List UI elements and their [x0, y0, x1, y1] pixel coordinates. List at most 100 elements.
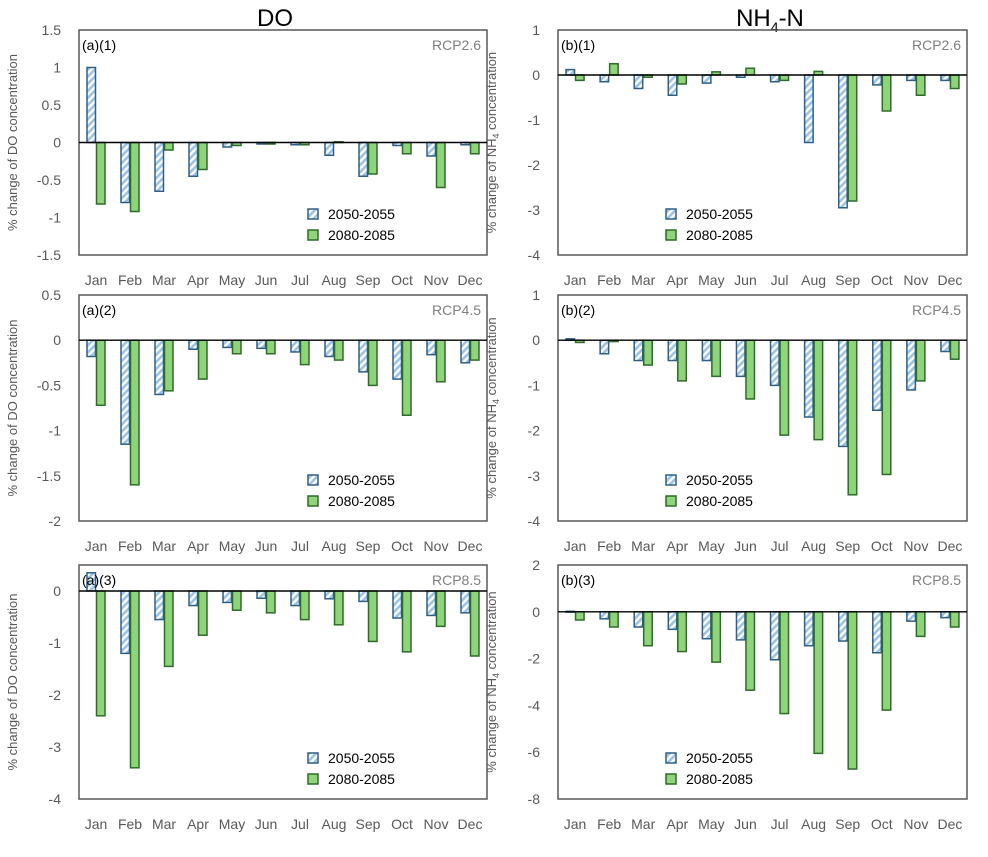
legend-label-s2: 2080-2085 [328, 493, 395, 509]
x-tick-label: Mar [152, 272, 176, 288]
bar-s1-dec [940, 611, 951, 619]
bar-s1-aug [324, 339, 335, 358]
bar-s2-dec [949, 339, 960, 360]
x-tick-label: Nov [903, 272, 928, 288]
y-tick-label: -1 [49, 423, 62, 439]
bar-s1-jun [735, 339, 746, 378]
bar-s1-may [701, 339, 712, 362]
bar-s2-aug [813, 339, 824, 441]
bar-s2-oct [881, 74, 892, 112]
legend-label-s2: 2080-2085 [686, 771, 753, 787]
x-tick-label: Jul [771, 816, 789, 832]
x-tick-label: Jun [734, 272, 757, 288]
legend-label-s1: 2050-2055 [686, 750, 753, 766]
y-tick-label: -2 [49, 513, 62, 529]
bar-s1-oct [392, 590, 403, 619]
x-tick-label: Mar [631, 816, 655, 832]
legend-swatch-s1 [307, 208, 319, 220]
bar-s1-feb [599, 611, 610, 620]
bar-s2-feb [129, 141, 140, 213]
bar-s1-nov [906, 611, 917, 622]
x-tick-label: Jun [734, 816, 757, 832]
bar-s2-jun [745, 339, 756, 400]
bar-s2-oct [401, 141, 412, 155]
bar-s1-sep [358, 590, 369, 603]
y-tick-label: 0 [532, 604, 540, 620]
y-tick-label: 0 [532, 332, 540, 348]
x-tick-label: Sep [356, 538, 381, 554]
x-tick-label: Aug [801, 272, 826, 288]
bar-s2-apr [677, 74, 688, 85]
legend-label-s2: 2080-2085 [328, 771, 395, 787]
x-tick-label: Feb [597, 272, 621, 288]
bar-s2-may [711, 339, 722, 378]
x-tick-label: Jan [564, 816, 587, 832]
plot-frame [557, 564, 968, 800]
bar-s1-mar [154, 590, 165, 621]
bar-s2-jan [95, 339, 106, 407]
bar-s1-nov [426, 141, 437, 157]
bar-s2-jan [574, 611, 585, 621]
x-tick-label: Apr [187, 816, 209, 832]
y-tick-label: -1.5 [37, 247, 61, 263]
bar-s2-oct [881, 611, 892, 711]
bar-s1-oct [872, 339, 883, 412]
x-tick-label: Jul [771, 538, 789, 554]
y-tick-label: -6 [528, 744, 541, 760]
scenario-label: RCP4.5 [912, 302, 961, 318]
bar-s2-apr [677, 339, 688, 382]
bar-s1-mar [633, 74, 644, 90]
bar-s2-aug [813, 611, 824, 755]
y-axis-label: % change of DO concentration [5, 593, 20, 770]
panel-label: (a)(3) [82, 572, 116, 588]
bar-s1-feb [599, 74, 610, 83]
x-tick-label: May [219, 272, 245, 288]
bar-s1-apr [188, 339, 199, 350]
bar-s1-nov [906, 339, 917, 391]
y-tick-label: 1 [532, 287, 540, 303]
bar-s1-may [222, 339, 233, 349]
chart-a1: 1.5 1 0.5 0 -0.5 -1 -1.5 % change of DO concent… [5, 22, 488, 288]
bar-s2-apr [197, 141, 208, 171]
column-title-nh4n: NH4-N [736, 5, 804, 35]
x-tick-label: Jul [291, 538, 309, 554]
x-tick-label: Jun [255, 816, 278, 832]
bar-s2-dec [949, 74, 960, 90]
y-tick-label: 1 [53, 60, 61, 76]
bar-s2-jul [779, 611, 790, 715]
y-tick-label: 0 [53, 135, 61, 151]
bar-s1-sep [837, 74, 848, 209]
plot-frame [557, 294, 968, 522]
legend-swatch-s1 [307, 474, 319, 486]
chart-b1: 10-1-2-3-4% change of NH4 concentrationJ… [484, 22, 968, 288]
bar-s1-dec [940, 74, 951, 82]
bar-s1-aug [803, 339, 814, 418]
bar-s2-jan [574, 74, 585, 82]
scenario-label: RCP2.6 [912, 37, 961, 53]
x-tick-label: Oct [871, 272, 893, 288]
bar-s2-nov [915, 611, 926, 638]
bar-s1-feb [120, 141, 131, 204]
plot-frame [78, 294, 488, 522]
bar-s1-jul [769, 611, 780, 661]
legend-label-s1: 2050-2055 [328, 472, 395, 488]
x-tick-label: May [219, 816, 245, 832]
bar-s1-sep [358, 339, 369, 373]
y-tick-label: -1 [49, 210, 62, 226]
bar-s1-mar [633, 611, 644, 628]
x-tick-label: Jul [291, 272, 309, 288]
legend: 2050-2055 2080-2085 [307, 472, 395, 509]
y-tick-label: -2 [49, 687, 62, 703]
legend-swatch-s1 [665, 474, 677, 486]
y-axis-label-tail: concentration [484, 591, 499, 673]
bar-s2-jul [779, 74, 790, 82]
x-tick-label: Oct [871, 538, 893, 554]
x-tick-label: Dec [938, 816, 963, 832]
legend-label-s2: 2080-2085 [328, 227, 395, 243]
x-tick-label: Jun [255, 272, 278, 288]
legend: 2050-2055 2080-2085 [665, 472, 753, 509]
x-tick-label: Jul [291, 816, 309, 832]
legend-label-s1: 2050-2055 [328, 206, 395, 222]
x-tick-label: Apr [666, 272, 688, 288]
bar-s1-feb [599, 339, 610, 355]
